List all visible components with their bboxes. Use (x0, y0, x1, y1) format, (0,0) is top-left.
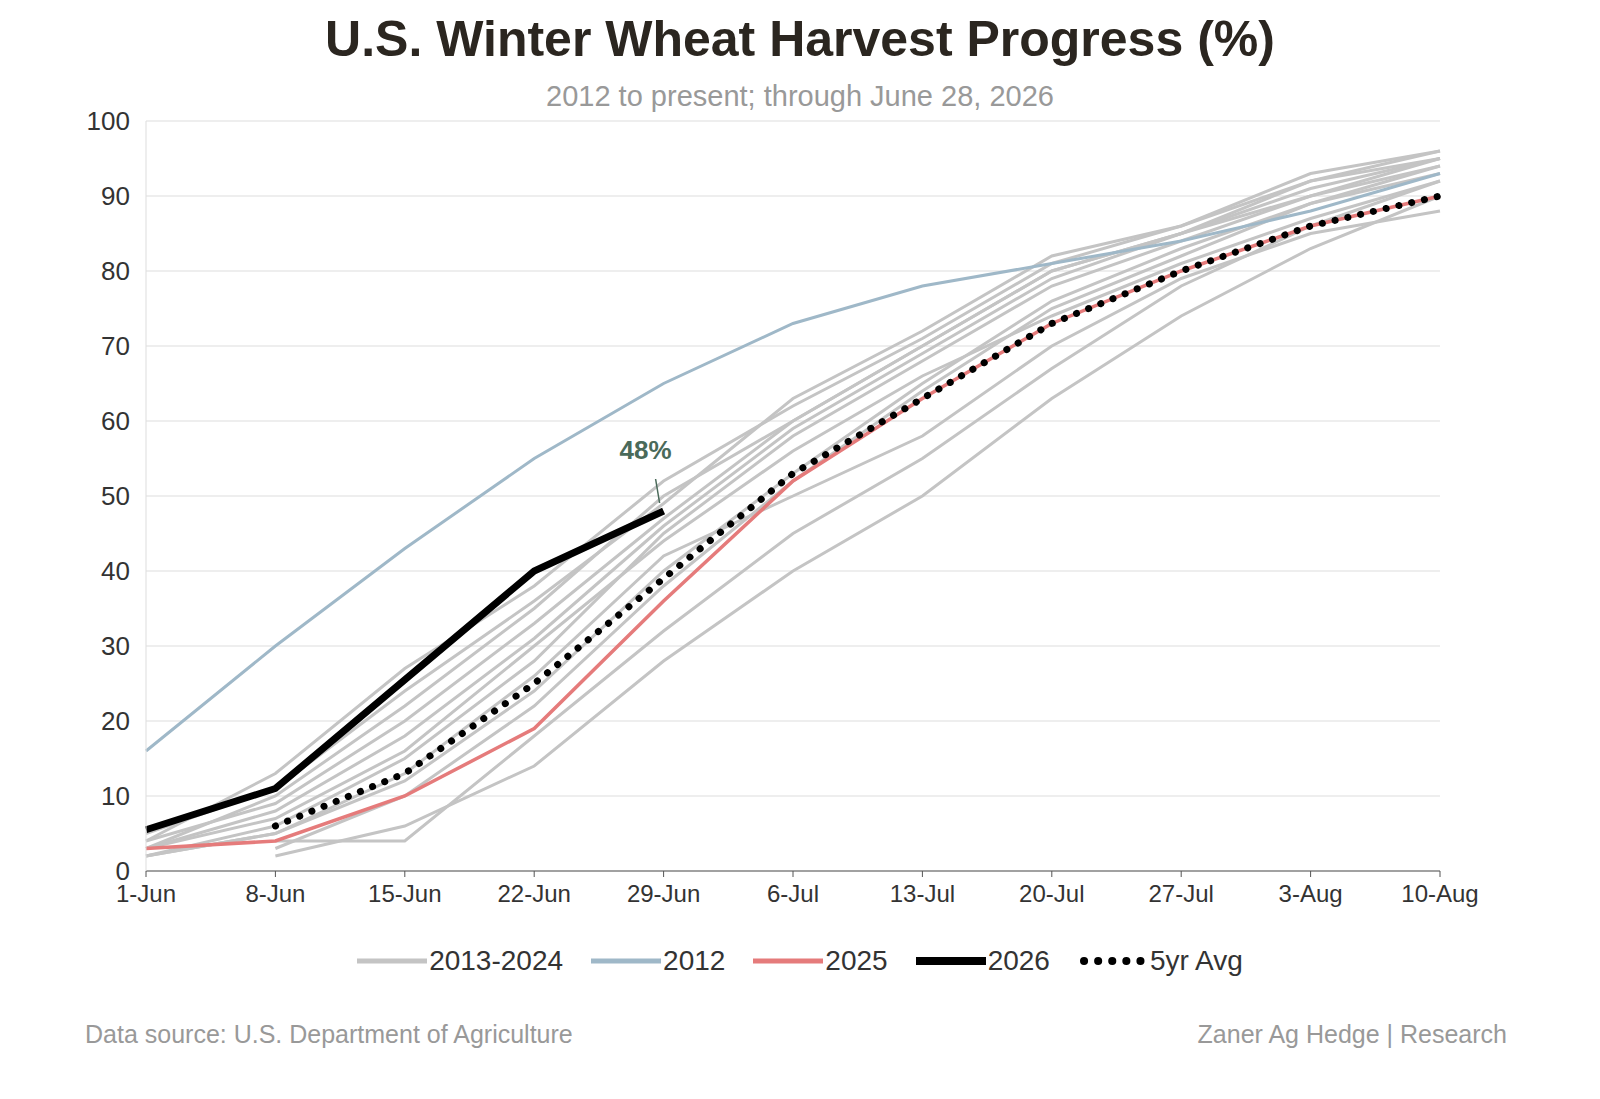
svg-text:10-Aug: 10-Aug (1401, 880, 1478, 907)
svg-text:60: 60 (101, 406, 130, 436)
html-text:U.S. Winter Wheat Harvest Prog: U.S. Winter Wheat Harvest Progress (%) (325, 11, 1275, 67)
html-text:2026: 2026 (987, 945, 1050, 976)
svg-text:90: 90 (101, 181, 130, 211)
svg-text:15-Jun: 15-Jun (368, 880, 441, 907)
svg-text:50: 50 (101, 481, 130, 511)
html-text:5yr Avg: 5yr Avg (1150, 945, 1243, 976)
svg-text:70: 70 (101, 331, 130, 361)
svg-text:40: 40 (101, 556, 130, 586)
svg-text:3-Aug: 3-Aug (1279, 880, 1343, 907)
svg-text:22-Jun: 22-Jun (498, 880, 571, 907)
html-text:2025: 2025 (825, 945, 888, 976)
html-text:2012: 2012 (663, 945, 726, 976)
svg-text:20-Jul: 20-Jul (1019, 880, 1084, 907)
svg-text:20: 20 (101, 706, 130, 736)
svg-text:10: 10 (101, 781, 130, 811)
svg-text:6-Jul: 6-Jul (767, 880, 819, 907)
svg-text:80: 80 (101, 256, 130, 286)
svg-text:8-Jun: 8-Jun (245, 880, 305, 907)
svg-text:1-Jun: 1-Jun (116, 880, 176, 907)
svg-text:48%: 48% (620, 435, 672, 465)
html-text:Data source: U.S. Department o: Data source: U.S. Department of Agricult… (85, 1020, 573, 1048)
html-text:2013-2024: 2013-2024 (429, 945, 564, 976)
html-text:2012 to present; through June: 2012 to present; through June 28, 2026 (546, 80, 1054, 112)
svg-text:30: 30 (101, 631, 130, 661)
svg-text:13-Jul: 13-Jul (890, 880, 955, 907)
svg-text:0: 0 (116, 856, 130, 886)
svg-text:27-Jul: 27-Jul (1149, 880, 1214, 907)
html-text:Zaner Ag Hedge | Research: Zaner Ag Hedge | Research (1197, 1020, 1507, 1048)
svg-text:29-Jun: 29-Jun (627, 880, 700, 907)
svg-text:100: 100 (87, 106, 130, 136)
